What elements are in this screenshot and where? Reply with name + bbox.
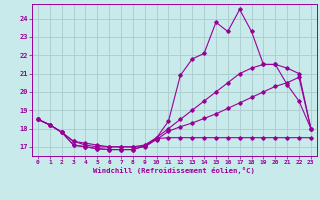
- X-axis label: Windchill (Refroidissement éolien,°C): Windchill (Refroidissement éolien,°C): [93, 167, 255, 174]
